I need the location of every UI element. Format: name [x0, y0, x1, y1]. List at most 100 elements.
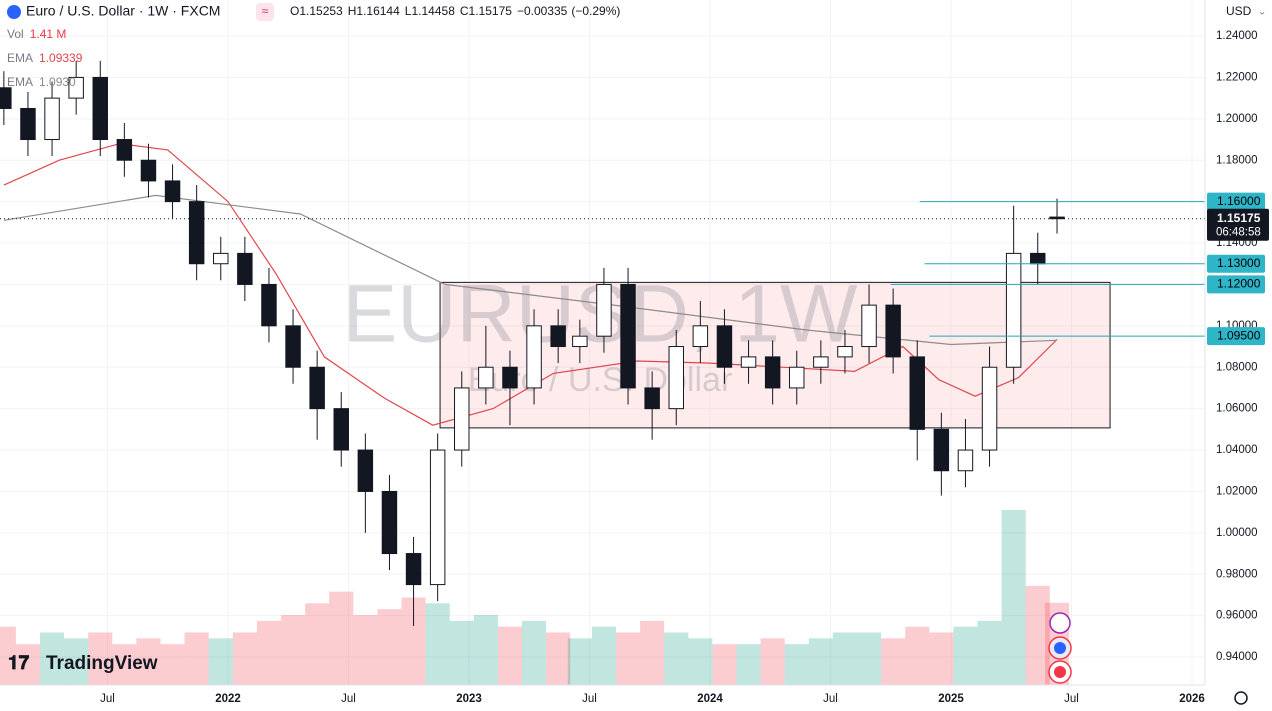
y-tick-label: 1.04000: [1216, 444, 1258, 456]
y-tick-label: 0.98000: [1216, 568, 1258, 580]
level-label: 1.12000: [1217, 277, 1261, 291]
volume-bar: [281, 615, 306, 685]
axes: 1.240001.220001.200001.180001.160001.140…: [100, 30, 1257, 705]
volume-bar: [353, 615, 378, 685]
change-percent: (−0.29%): [571, 4, 620, 18]
change: −0.00335: [517, 4, 568, 18]
candle-body: [885, 304, 901, 358]
candle-body: [572, 335, 588, 348]
volume-bar: [305, 603, 330, 685]
event-icon-inner: [1054, 666, 1066, 678]
candle-body: [213, 252, 229, 265]
candle-body: [333, 408, 349, 451]
volume-bar: [1001, 510, 1026, 685]
x-tick-label: 2023: [456, 693, 482, 705]
candle-body: [933, 428, 950, 472]
candle-body: [789, 366, 805, 389]
volume-bar: [256, 620, 282, 685]
candle-body: [909, 356, 925, 430]
candle-body: [1049, 216, 1065, 220]
currency-dropdown: ⌄: [1258, 7, 1266, 18]
ohlc-value: 1.15253: [299, 4, 343, 18]
ohlc-value: 1.14458: [411, 4, 455, 18]
y-tick-label: 1.00000: [1216, 527, 1258, 539]
candle-body: [20, 107, 36, 141]
compare-badge[interactable]: [256, 3, 274, 21]
ohlc-key: C: [460, 4, 469, 18]
y-tick-label: 1.22000: [1216, 71, 1258, 83]
candle-body: [668, 346, 684, 410]
y-tick-label: 1.06000: [1216, 403, 1258, 415]
volume-bar: [184, 632, 209, 685]
ohlc-key: L: [405, 4, 412, 18]
volume-bar: [160, 644, 185, 685]
symbol-icon: [7, 5, 21, 19]
y-tick-label: 1.18000: [1216, 154, 1258, 166]
volume-bar: [64, 638, 89, 685]
volume-bar: [977, 620, 1002, 685]
level-tag: [1207, 254, 1265, 273]
volume-bar: [473, 615, 498, 685]
volume-legend: Vol 1.41 M: [7, 27, 66, 41]
candle-body: [261, 283, 277, 327]
candle-body: [502, 366, 518, 389]
volume-bar: [905, 626, 930, 685]
ohlc-value: 1.16144: [356, 4, 400, 18]
legend-name: EMA: [7, 51, 33, 65]
legend-value: 1.41 M: [30, 27, 67, 41]
ema-legend: EMA 1.0930: [7, 75, 76, 89]
candle-body: [981, 366, 998, 451]
volume-bar: [688, 638, 713, 685]
currency[interactable]: USD: [1226, 4, 1252, 18]
ema-legend: EMA 1.09339: [7, 51, 83, 65]
volume-bar: [832, 632, 857, 685]
candle-body: [837, 346, 853, 358]
candle-body: [716, 325, 733, 368]
settings-icon[interactable]: [1234, 691, 1248, 705]
plot-layer: [0, 60, 1205, 627]
legend-name: EMA: [7, 75, 33, 89]
candle-body: [44, 97, 60, 141]
candle-body: [68, 76, 84, 99]
level-label: 1.16000: [1217, 194, 1261, 208]
current-price-label: 1.15175: [1217, 211, 1261, 225]
price-axis-background: [1205, 0, 1272, 711]
ohlc: O1.15253 H1.16144 L1.14458 C1.15175 −0.00335…: [290, 4, 620, 18]
x-tick-label: Jul: [823, 693, 838, 705]
candle-body: [381, 490, 398, 555]
volume-bar: [377, 609, 402, 685]
x-tick-label: 2024: [697, 693, 723, 705]
volume-bar: [329, 591, 354, 685]
level-tag: [1207, 192, 1265, 211]
candle-body: [620, 283, 636, 389]
event-icon[interactable]: [1049, 612, 1071, 634]
volume-bar: [760, 638, 785, 685]
level-label: 1.13000: [1217, 256, 1261, 270]
volume-bar: [546, 632, 571, 685]
x-tick-label: 2022: [215, 693, 241, 705]
volume-bar: [136, 638, 161, 685]
legend-name: Vol: [7, 27, 24, 41]
x-tick-label: 2025: [938, 693, 964, 705]
compare-icon: ≈: [262, 4, 269, 18]
volume-bar: [929, 632, 954, 685]
x-tick-label: Jul: [100, 693, 115, 705]
candle-body: [454, 387, 470, 451]
candle-body: [550, 325, 566, 348]
current-price-tag: [1207, 208, 1269, 241]
candle-body: [764, 356, 781, 389]
volume-bar: [232, 632, 257, 685]
y-tick-label: 0.94000: [1216, 651, 1258, 663]
x-tick-label: 2026: [1179, 693, 1205, 705]
volume-bar: [784, 644, 809, 685]
y-tick-label: 1.08000: [1216, 361, 1258, 373]
candle-body: [237, 252, 253, 285]
candle-body: [116, 139, 133, 161]
volume-bar: [712, 644, 737, 685]
ohlc-key: O: [290, 4, 299, 18]
candle-body: [285, 325, 301, 368]
candle-body: [0, 87, 12, 109]
candle-body: [957, 449, 974, 472]
